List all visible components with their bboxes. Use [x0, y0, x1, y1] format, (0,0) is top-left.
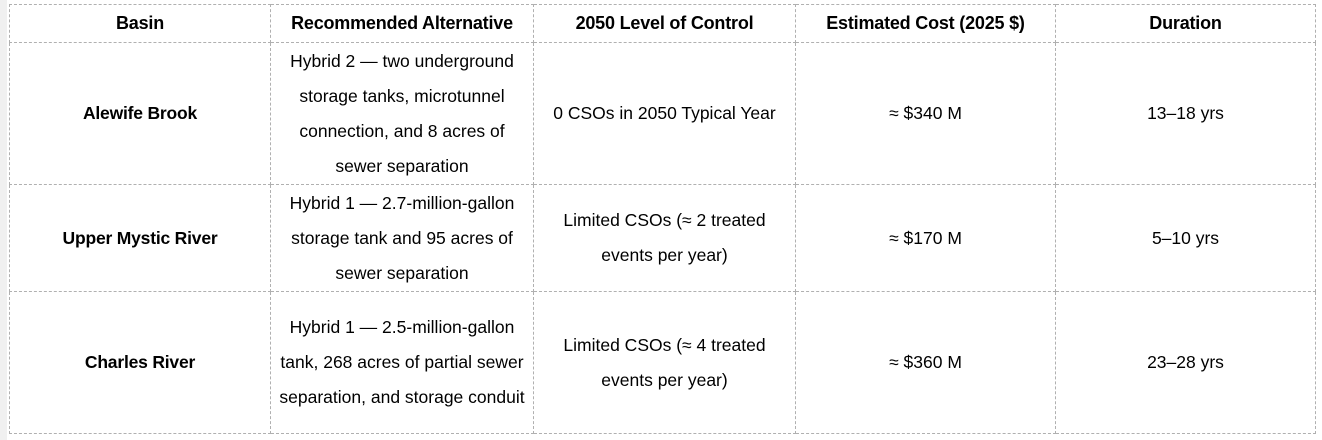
cell-alternative: Hybrid 1 — 2.5-million-gallon tank, 268 …: [270, 291, 534, 434]
column-header-estimated-cost: Estimated Cost (2025 $): [795, 4, 1056, 43]
cell-basin: Charles River: [9, 291, 271, 434]
table-row-alewife-brook: Alewife Brook Hybrid 2 — two underground…: [9, 42, 1316, 185]
table-row-upper-mystic-river: Upper Mystic River Hybrid 1 — 2.7-millio…: [9, 184, 1316, 292]
column-header-2050-level-of-control: 2050 Level of Control: [533, 4, 796, 43]
cell-cost: ≈ $360 M: [795, 291, 1056, 434]
table-header: Basin Recommended Alternative 2050 Level…: [9, 4, 1316, 43]
cell-duration: 23–28 yrs: [1055, 291, 1316, 434]
column-header-recommended-alternative: Recommended Alternative: [270, 4, 534, 43]
cell-control: Limited CSOs (≈ 4 treated events per yea…: [533, 291, 796, 434]
cell-duration: 13–18 yrs: [1055, 42, 1316, 185]
cell-alternative: Hybrid 2 — two underground storage tanks…: [270, 42, 534, 185]
cell-alternative: Hybrid 1 — 2.7-million-gallon storage ta…: [270, 184, 534, 292]
header-row: Basin Recommended Alternative 2050 Level…: [9, 4, 1316, 43]
cell-control: 0 CSOs in 2050 Typical Year: [533, 42, 796, 185]
cell-cost: ≈ $170 M: [795, 184, 1056, 292]
cell-cost: ≈ $340 M: [795, 42, 1056, 185]
cell-basin: Alewife Brook: [9, 42, 271, 185]
basin-cso-plan-table: Basin Recommended Alternative 2050 Level…: [9, 4, 1316, 434]
column-header-duration: Duration: [1055, 4, 1316, 43]
table-row-charles-river: Charles River Hybrid 1 — 2.5-million-gal…: [9, 291, 1316, 434]
column-header-basin: Basin: [9, 4, 271, 43]
cell-control: Limited CSOs (≈ 2 treated events per yea…: [533, 184, 796, 292]
cell-duration: 5–10 yrs: [1055, 184, 1316, 292]
cell-basin: Upper Mystic River: [9, 184, 271, 292]
page-left-gutter: [0, 0, 7, 440]
table-body: Alewife Brook Hybrid 2 — two underground…: [9, 42, 1316, 434]
